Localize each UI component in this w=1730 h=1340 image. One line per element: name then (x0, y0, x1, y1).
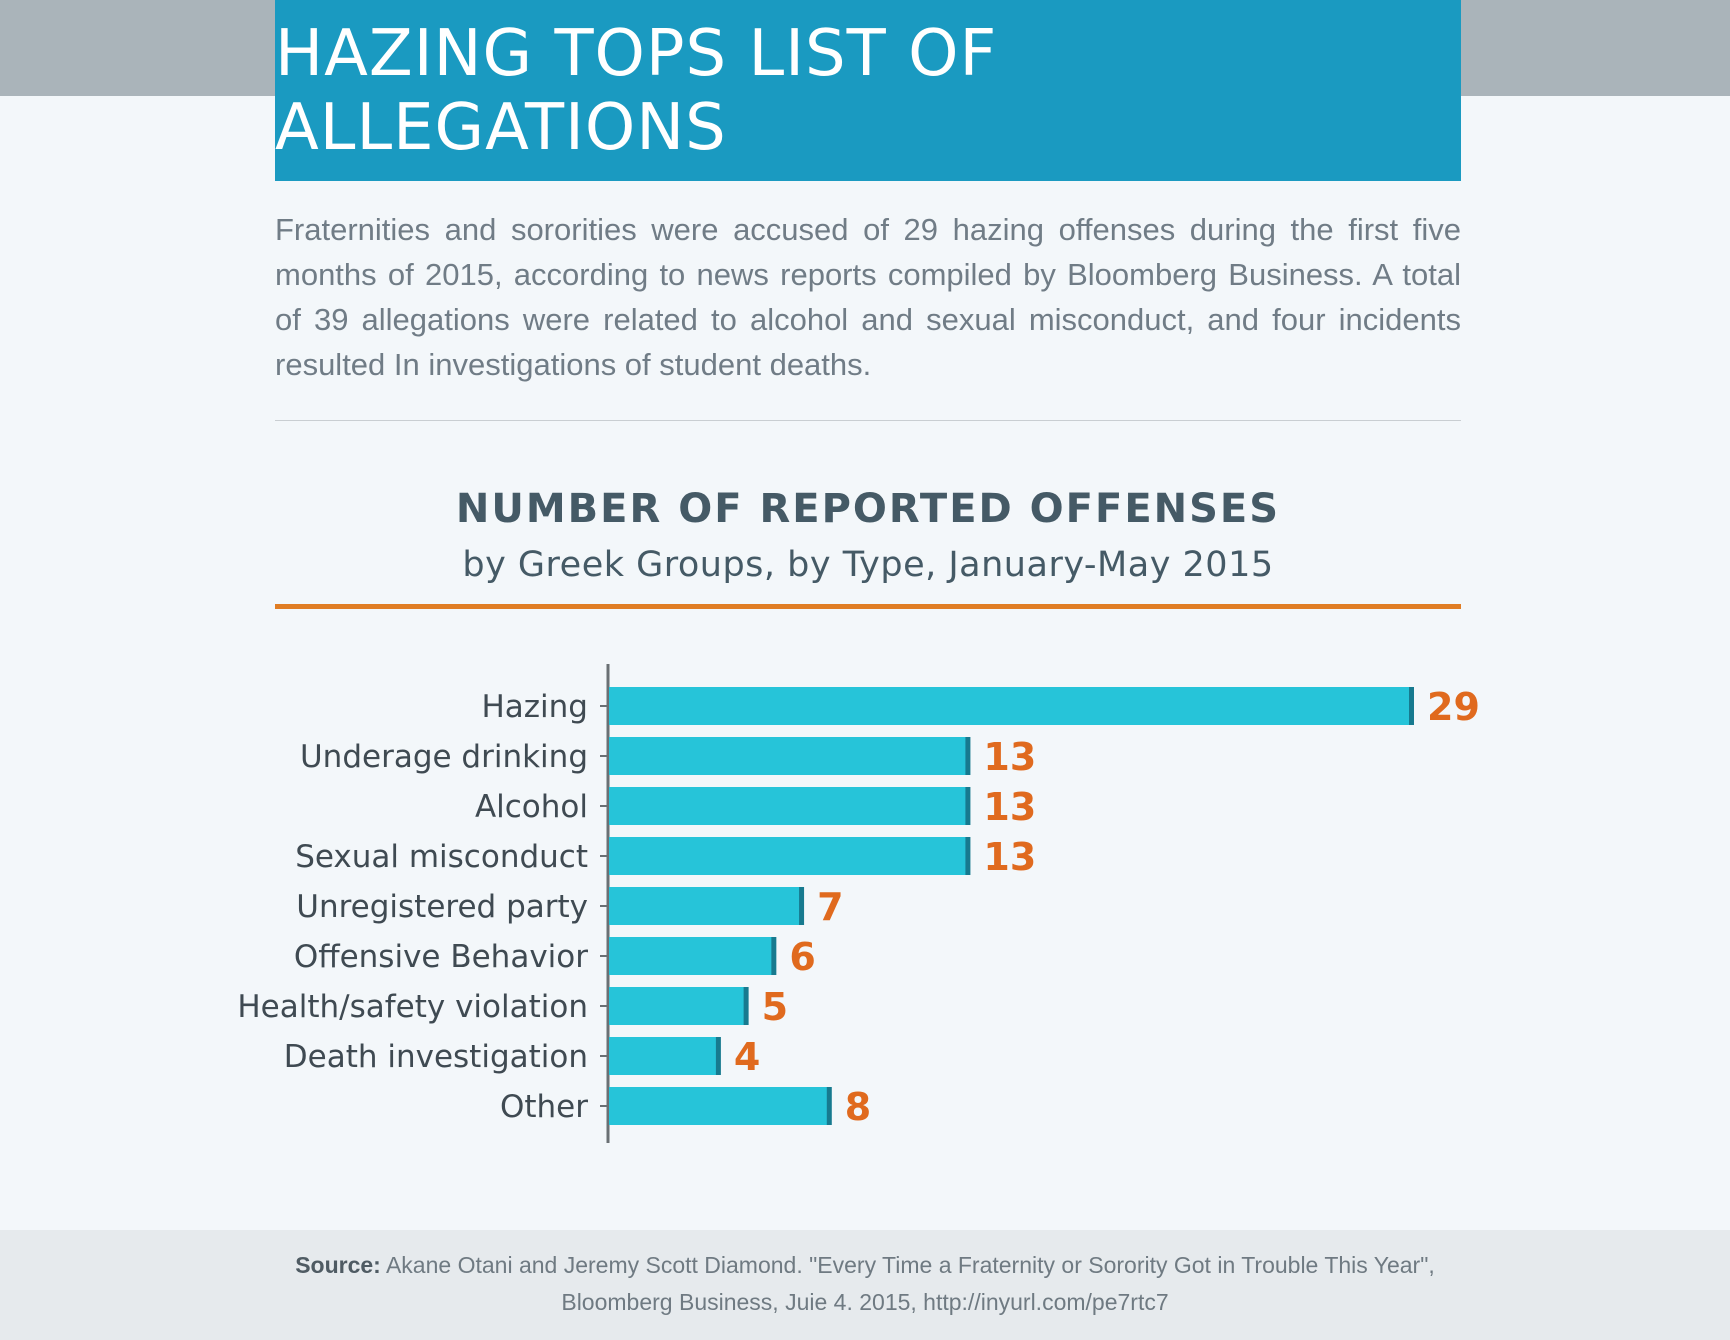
category-label: Unregistered party (296, 889, 588, 925)
chart-title-underline (275, 604, 1461, 609)
bar (609, 1087, 831, 1125)
page-title: HAZING TOPS LIST OF ALLEGATIONS (275, 16, 998, 165)
source-note: Source: Akane Otani and Jeremy Scott Dia… (0, 1247, 1730, 1321)
category-label: Health/safety violation (237, 989, 588, 1025)
bar-end-cap (965, 737, 971, 775)
bar-end-cap (826, 1087, 832, 1125)
category-label: Other (500, 1089, 588, 1125)
value-label: 13 (983, 785, 1036, 829)
value-label: 5 (762, 985, 788, 1029)
bar (609, 937, 776, 975)
value-label: 4 (734, 1035, 760, 1079)
bar-end-cap (965, 837, 971, 875)
bar-end-cap (799, 887, 805, 925)
source-line-1: Akane Otani and Jeremy Scott Diamond. "E… (385, 1252, 1435, 1278)
chart-subtitle: by Greek Groups, by Type, January-May 20… (462, 545, 1274, 585)
bar (609, 837, 970, 875)
intro-paragraph: Fraternities and sororities were accused… (275, 212, 1461, 382)
category-label: Hazing (481, 689, 588, 725)
bar-end-cap (965, 787, 971, 825)
title-banner: HAZING TOPS LIST OF ALLEGATIONS (275, 0, 1461, 181)
bar (609, 887, 804, 925)
category-label: Underage drinking (300, 739, 588, 775)
bar-end-cap (1409, 687, 1414, 725)
bar (609, 987, 748, 1025)
footer (0, 1230, 1730, 1340)
category-label: Death investigation (284, 1039, 588, 1075)
chart-title: NUMBER OF REPORTED OFFENSES (455, 486, 1281, 532)
category-label: Offensive Behavior (294, 939, 588, 975)
bar-end-cap (715, 1037, 721, 1075)
divider (275, 420, 1461, 421)
value-label: 7 (817, 885, 843, 929)
value-label: 13 (983, 735, 1036, 779)
bar (609, 687, 1413, 725)
bar (609, 787, 970, 825)
value-label: 8 (845, 1085, 871, 1129)
bar (609, 737, 970, 775)
bar-end-cap (743, 987, 749, 1025)
source-line-2: Bloomberg Business, Juie 4. 2015, http:/… (561, 1289, 1169, 1315)
value-label: 29 (1427, 685, 1480, 729)
source-label: Source: (295, 1252, 381, 1278)
category-label: Alcohol (475, 789, 588, 825)
value-label: 6 (789, 935, 815, 979)
category-label: Sexual misconduct (295, 839, 588, 875)
value-label: 13 (983, 835, 1036, 879)
bar-end-cap (771, 937, 777, 975)
bar (609, 1037, 720, 1075)
